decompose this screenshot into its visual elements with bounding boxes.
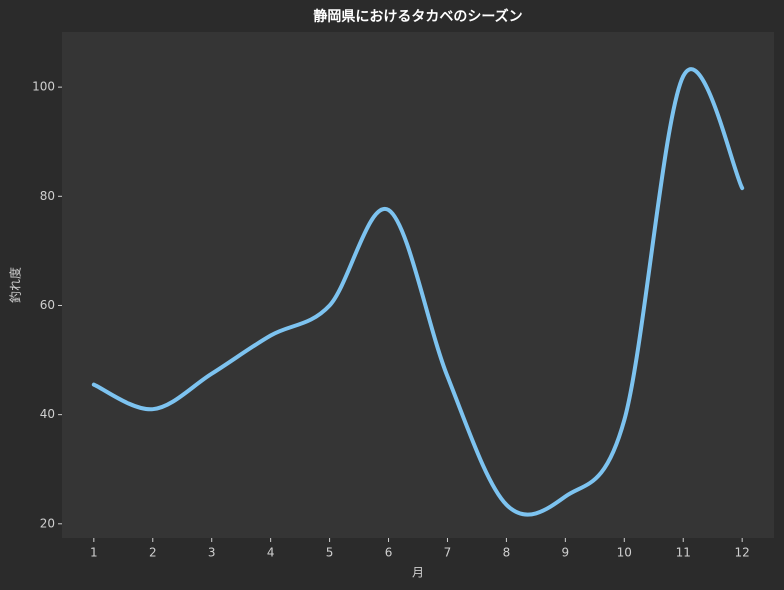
y-tick-label: 40 (40, 407, 55, 421)
x-tick-label: 10 (617, 546, 632, 560)
x-tick-label: 11 (676, 546, 691, 560)
y-tick-label: 80 (40, 189, 55, 203)
x-tick-label: 1 (90, 546, 98, 560)
x-tick-label: 9 (562, 546, 570, 560)
line (91, 67, 745, 517)
x-tick-label: 3 (208, 546, 216, 560)
y-tick-label: 100 (32, 80, 55, 94)
x-tick-label: 2 (149, 546, 157, 560)
y-tick-label: 60 (40, 298, 55, 312)
x-tick-label: 4 (267, 546, 275, 560)
x-tick-label: 5 (326, 546, 334, 560)
x-tick-label: 6 (385, 546, 393, 560)
x-axis-label: 月 (412, 566, 424, 580)
y-axis-label: 釣れ度 (8, 267, 23, 303)
chart-title: 静岡県におけるタカベのシーズン (313, 8, 522, 25)
x-tick-label: 8 (503, 546, 511, 560)
x-tick-label: 7 (444, 546, 452, 560)
y-tick-label: 20 (40, 516, 55, 530)
x-tick-label: 12 (735, 546, 750, 560)
